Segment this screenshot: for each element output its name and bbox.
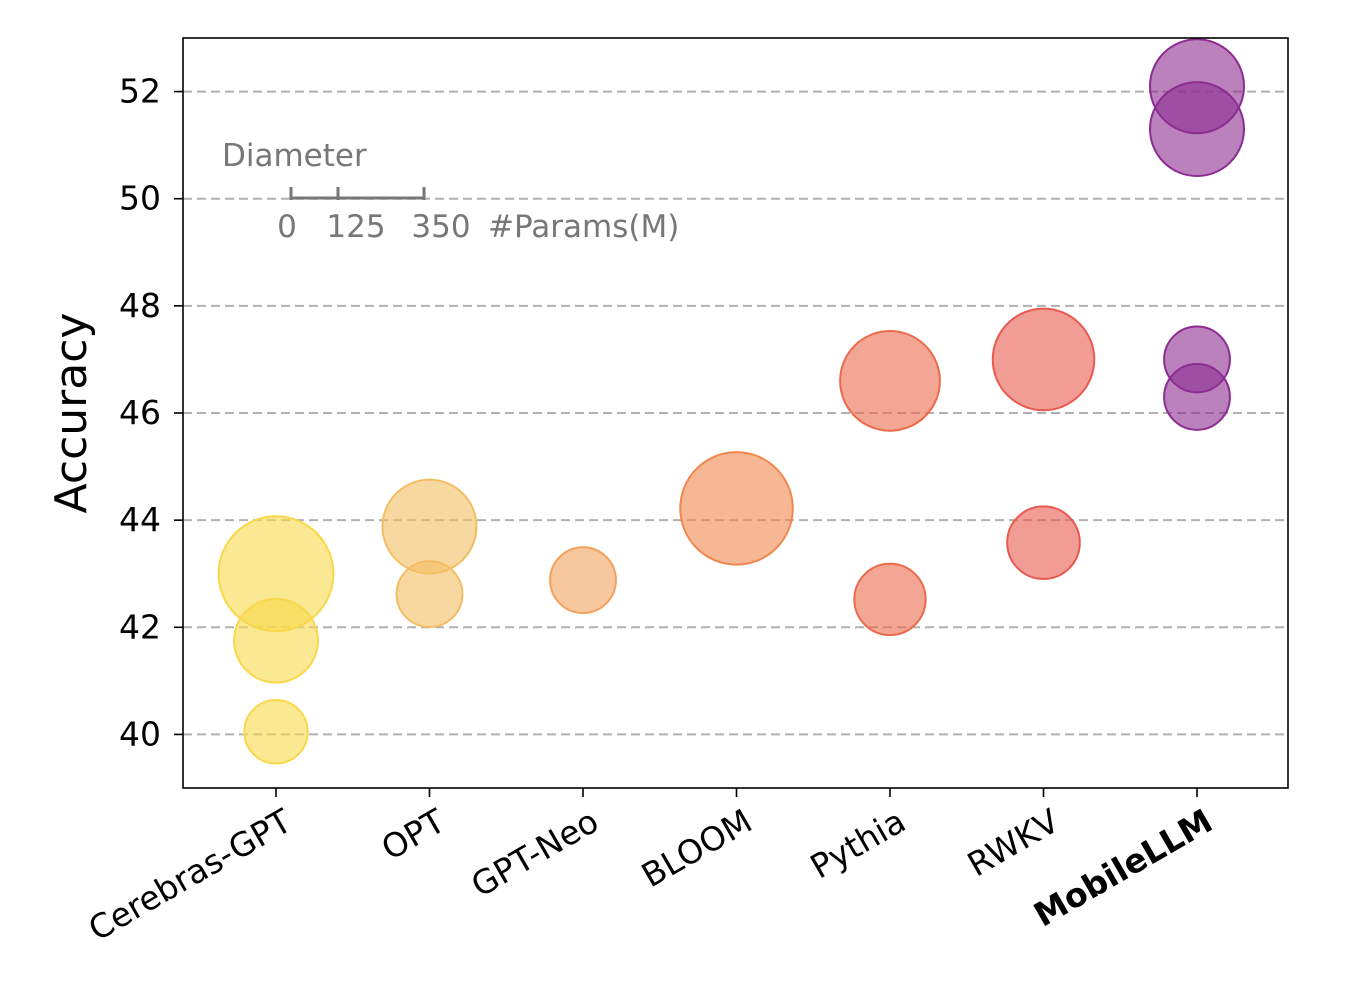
bubble-point [549,546,617,615]
y-tick-label: 42 [119,607,161,646]
y-tick-label: 52 [119,72,161,111]
y-axis-label: Accuracy [46,313,97,514]
size-legend-tick-label: 0 [277,209,297,245]
x-tick-label: GPT-Neo [465,801,605,905]
x-tick-label: Cerebras-GPT [82,801,299,949]
bubble-point [243,699,309,765]
y-tick-label: 44 [119,500,161,539]
bubble-point [853,562,927,637]
bubble-point [991,307,1096,412]
x-tick-label: BLOOM [635,801,759,895]
x-tick-label: OPT [375,801,452,868]
grid-lines [183,90,1288,736]
size-legend-title: Diameter [222,138,367,174]
bubble-point [381,478,478,575]
y-tick-label: 50 [119,179,161,218]
bubble-point [1163,363,1231,431]
bubble-point [233,597,319,684]
y-tick-label: 40 [119,714,161,753]
x-tick-label: RWKV [961,801,1066,884]
bubble-point [1149,81,1245,178]
size-legend-tick-label: 125 [326,209,385,245]
bubble-point [395,560,464,628]
x-tick-label: Pythia [804,801,912,886]
y-tick-label: 46 [119,393,161,432]
size-legend-unit: #Params(M) [488,209,679,245]
size-legend: Diameter 0 125 350 #Params(M) [222,138,679,245]
x-axis-ticks: Cerebras-GPT OPT GPT-Neo BLOOM Pythia RWKVMob… [82,788,1219,949]
bubble-point [1006,505,1081,580]
y-axis-ticks: 40 42 44 46 48 50 52 [119,72,183,753]
y-tick-label: 48 [119,286,161,325]
bubble-point [679,451,794,566]
size-legend-tick-label: 350 [411,209,470,245]
bubble-point [839,329,941,432]
bubbles [217,38,1245,765]
